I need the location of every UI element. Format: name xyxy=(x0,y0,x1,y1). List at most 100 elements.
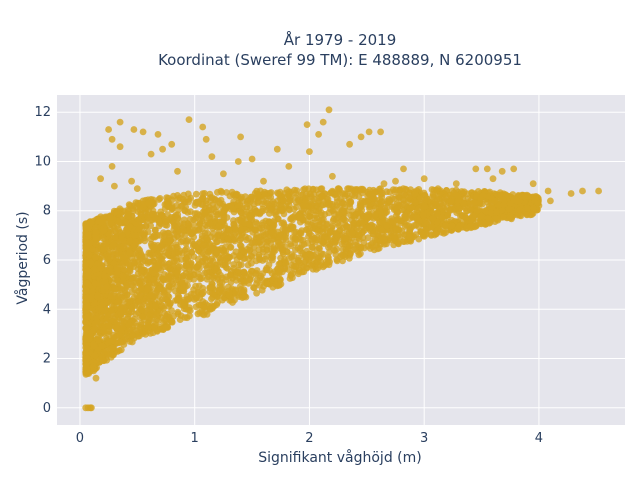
data-point xyxy=(283,248,291,255)
data-point xyxy=(191,296,198,303)
data-point xyxy=(286,275,294,282)
data-point xyxy=(253,280,260,287)
data-point xyxy=(419,211,427,219)
data-point xyxy=(153,250,161,258)
data-point xyxy=(323,220,331,228)
data-point xyxy=(268,235,276,243)
data-point xyxy=(172,254,180,262)
data-point xyxy=(120,318,128,325)
data-point xyxy=(117,346,125,354)
data-point xyxy=(92,374,100,382)
data-point xyxy=(309,185,317,193)
data-point xyxy=(105,322,113,329)
data-point xyxy=(344,185,351,193)
data-point xyxy=(530,204,537,212)
data-point xyxy=(516,206,523,214)
data-point xyxy=(400,238,408,246)
data-point xyxy=(225,226,233,234)
data-point xyxy=(348,208,356,215)
y-tick-label: 2 xyxy=(43,352,51,367)
data-point xyxy=(192,282,200,290)
data-point xyxy=(110,335,118,343)
data-point xyxy=(165,273,173,281)
data-point xyxy=(299,191,306,199)
data-point xyxy=(113,318,121,326)
data-point xyxy=(283,227,291,234)
data-point xyxy=(290,205,298,213)
data-point xyxy=(155,292,163,300)
data-point xyxy=(169,260,177,268)
data-point xyxy=(222,243,229,251)
data-point xyxy=(392,177,399,185)
data-point xyxy=(253,289,260,297)
data-point xyxy=(205,261,212,269)
data-point xyxy=(139,330,147,337)
data-point xyxy=(101,272,108,280)
data-point xyxy=(434,185,442,193)
data-point xyxy=(201,209,209,217)
data-point xyxy=(366,191,374,198)
data-point xyxy=(215,197,222,205)
data-point xyxy=(499,213,507,221)
data-point xyxy=(347,250,354,257)
data-point xyxy=(219,290,227,297)
data-point xyxy=(107,213,114,221)
data-point xyxy=(166,300,174,308)
data-point xyxy=(357,203,365,211)
data-point xyxy=(346,140,353,148)
data-point xyxy=(174,244,181,252)
data-point xyxy=(311,214,318,222)
data-point xyxy=(340,200,348,208)
data-point xyxy=(99,356,106,364)
data-point xyxy=(125,201,133,209)
data-point xyxy=(252,209,260,217)
data-point xyxy=(97,265,105,272)
data-point xyxy=(415,204,423,212)
data-point xyxy=(270,249,277,256)
data-point xyxy=(103,283,110,290)
y-axis-title: Vågperiod (s) xyxy=(14,211,31,304)
data-point xyxy=(107,311,115,319)
data-point xyxy=(343,223,351,231)
data-point xyxy=(194,247,202,254)
data-point xyxy=(302,197,310,204)
data-point xyxy=(290,257,298,265)
data-point xyxy=(466,223,474,231)
data-point xyxy=(89,307,96,315)
x-axis-ticks: 0 1 2 3 4 xyxy=(76,431,543,446)
data-point xyxy=(241,255,249,262)
data-point xyxy=(103,259,111,267)
data-point xyxy=(150,244,158,252)
data-point xyxy=(523,211,531,219)
data-point xyxy=(215,228,223,236)
data-point xyxy=(217,187,225,195)
data-point xyxy=(147,235,155,243)
data-point xyxy=(294,244,302,252)
data-point xyxy=(420,175,428,183)
data-point xyxy=(300,186,307,194)
data-point xyxy=(114,298,122,306)
data-point xyxy=(296,259,304,267)
data-point xyxy=(134,220,142,228)
data-point xyxy=(429,215,437,222)
data-point xyxy=(188,238,196,245)
data-point xyxy=(378,226,386,234)
data-point xyxy=(86,251,93,259)
data-point xyxy=(303,121,311,128)
data-point xyxy=(137,306,145,314)
data-point xyxy=(82,261,90,269)
data-point xyxy=(137,285,145,292)
data-point xyxy=(157,255,164,263)
data-point xyxy=(270,244,278,251)
data-point xyxy=(227,243,235,251)
data-point xyxy=(275,190,282,198)
data-point xyxy=(376,219,384,227)
data-point xyxy=(289,213,297,221)
data-point xyxy=(185,306,192,314)
data-point xyxy=(240,268,248,276)
data-point xyxy=(162,221,169,229)
data-point xyxy=(174,232,181,240)
y-tick-label: 6 xyxy=(43,253,51,268)
data-point xyxy=(265,261,273,269)
